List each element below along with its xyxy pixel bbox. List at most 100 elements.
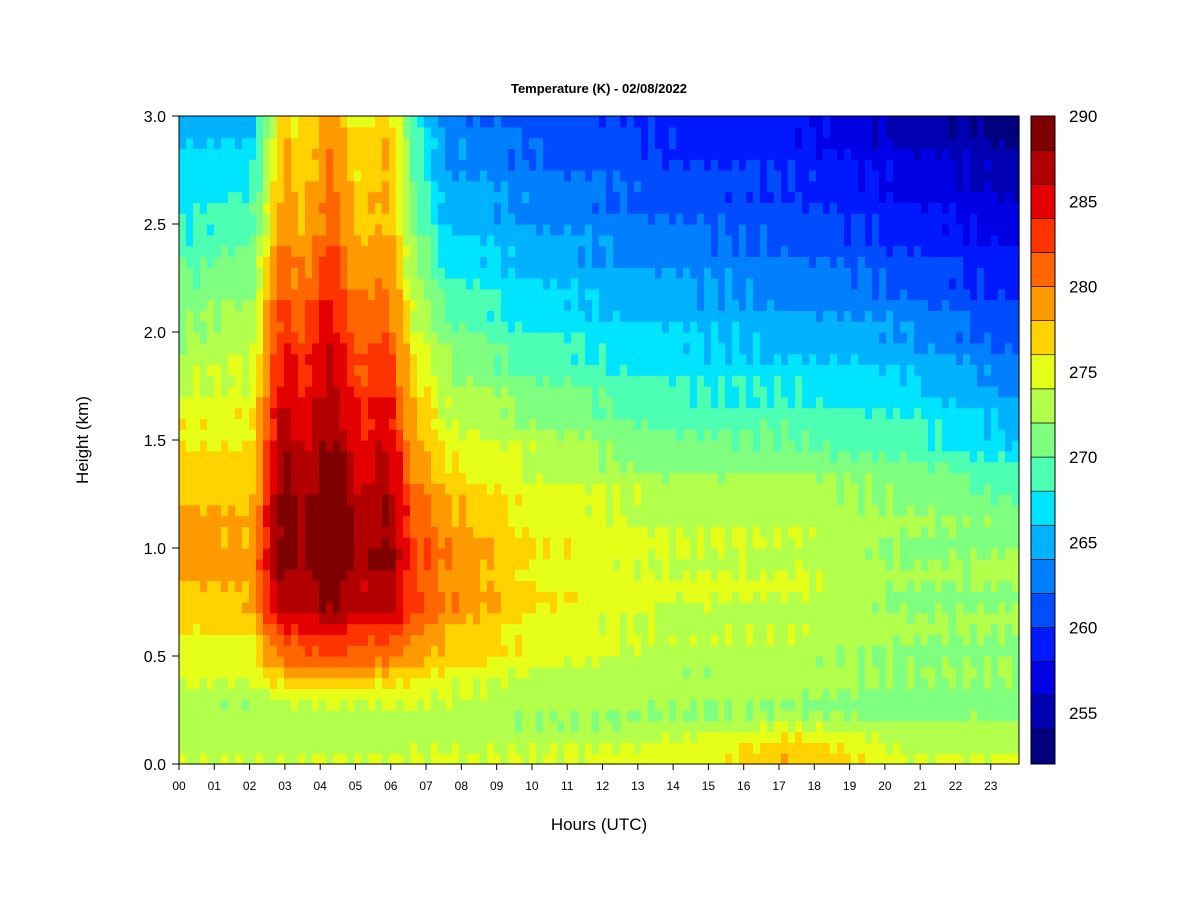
heatmap-cell — [459, 504, 467, 517]
heatmap-cell — [298, 591, 306, 603]
heatmap-cell — [445, 742, 453, 754]
heatmap-cell — [263, 558, 271, 571]
heatmap-cell — [214, 170, 222, 182]
heatmap-cell — [662, 170, 670, 182]
heatmap-cell — [193, 677, 201, 689]
heatmap-cell — [480, 612, 488, 625]
heatmap-cell — [277, 332, 285, 344]
heatmap-cell — [592, 558, 600, 571]
heatmap-cell — [291, 699, 299, 711]
heatmap-cell — [522, 472, 530, 484]
heatmap-cell — [753, 753, 761, 765]
heatmap-cell — [214, 159, 222, 171]
heatmap-cell — [207, 159, 215, 171]
heatmap-cell — [207, 126, 215, 139]
heatmap-cell — [676, 472, 684, 484]
heatmap-cell — [508, 666, 516, 679]
heatmap-cell — [417, 645, 425, 657]
heatmap-cell — [711, 342, 719, 355]
heatmap-cell — [466, 148, 474, 160]
heatmap-cell — [424, 170, 432, 182]
heatmap-cell — [284, 450, 292, 463]
heatmap-cell — [711, 688, 719, 700]
heatmap-cell — [543, 483, 551, 495]
heatmap-cell — [312, 278, 320, 290]
heatmap-cell — [305, 418, 313, 430]
heatmap-cell — [235, 288, 243, 301]
heatmap-cell — [466, 224, 474, 236]
heatmap-cell — [368, 580, 376, 592]
heatmap-cell — [676, 731, 684, 743]
heatmap-cell — [571, 407, 579, 419]
heatmap-cell — [214, 191, 222, 203]
heatmap-cell — [382, 116, 390, 128]
heatmap-cell — [424, 623, 432, 635]
heatmap-cell — [179, 137, 187, 149]
heatmap-cell — [375, 202, 383, 214]
heatmap-cell — [669, 353, 677, 365]
heatmap-cell — [242, 602, 250, 614]
heatmap-cell — [445, 656, 453, 668]
heatmap-cell — [718, 310, 726, 322]
heatmap-cell — [368, 720, 376, 733]
heatmap-cell — [452, 688, 460, 700]
heatmap-cell — [648, 461, 656, 473]
heatmap-cell — [487, 656, 495, 668]
heatmap-cell — [291, 591, 299, 603]
heatmap-cell — [389, 483, 397, 495]
heatmap-cell — [228, 418, 236, 430]
heatmap-cell — [256, 656, 264, 668]
heatmap-cell — [382, 494, 390, 506]
heatmap-cell — [704, 612, 712, 625]
heatmap-cell — [557, 515, 565, 527]
heatmap-cell — [536, 526, 544, 538]
heatmap-cell — [613, 116, 621, 128]
heatmap-cell — [284, 720, 292, 733]
heatmap-cell — [634, 321, 642, 333]
heatmap-cell — [403, 720, 411, 733]
heatmap-cell — [256, 116, 264, 128]
heatmap-cell — [270, 407, 278, 419]
heatmap-cell — [732, 267, 740, 279]
heatmap-cell — [648, 623, 656, 635]
heatmap-cell — [242, 688, 250, 700]
heatmap-cell — [263, 202, 271, 214]
heatmap-cell — [683, 429, 691, 441]
heatmap-cell — [669, 386, 677, 398]
heatmap-cell — [375, 224, 383, 236]
heatmap-cell — [312, 558, 320, 571]
heatmap-cell — [732, 429, 740, 441]
heatmap-cell — [634, 310, 642, 322]
heatmap-cell — [417, 656, 425, 668]
heatmap-cell — [452, 386, 460, 398]
heatmap-cell — [676, 267, 684, 279]
heatmap-cell — [473, 526, 481, 538]
heatmap-cell — [284, 472, 292, 484]
heatmap-cell — [522, 310, 530, 322]
heatmap-cell — [424, 213, 432, 225]
heatmap-cell — [298, 137, 306, 149]
heatmap-cell — [599, 494, 607, 506]
heatmap-cell — [368, 332, 376, 344]
heatmap-cell — [270, 202, 278, 214]
heatmap-cell — [333, 180, 341, 193]
heatmap-cell — [312, 116, 320, 128]
heatmap-cell — [641, 623, 649, 635]
heatmap-cell — [263, 699, 271, 711]
heatmap-cell — [312, 602, 320, 614]
heatmap-cell — [396, 418, 404, 430]
heatmap-cell — [536, 116, 544, 128]
heatmap-cell — [214, 580, 222, 592]
heatmap-cell — [746, 742, 754, 754]
heatmap-cell — [424, 612, 432, 625]
heatmap-cell — [417, 720, 425, 733]
heatmap-cell — [690, 472, 698, 484]
heatmap-cell — [389, 267, 397, 279]
heatmap-cell — [753, 245, 761, 257]
heatmap-cell — [718, 321, 726, 333]
heatmap-cell — [186, 656, 194, 668]
heatmap-cell — [536, 213, 544, 225]
heatmap-cell — [466, 612, 474, 625]
heatmap-cell — [606, 429, 614, 441]
